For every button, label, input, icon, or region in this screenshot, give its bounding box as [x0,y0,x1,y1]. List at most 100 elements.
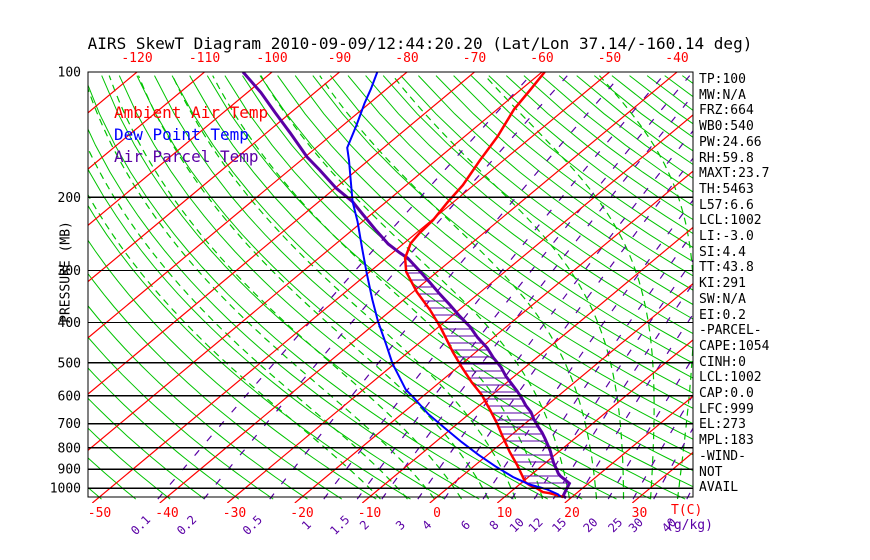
dry-adiabat [312,75,693,379]
stat-line-cap: CAP:0.0 [699,386,754,402]
mixing-ratio-line [269,75,621,500]
dry-adiabat [418,75,693,291]
pressure-tick-label: 300 [58,264,81,279]
mixing-ratio-label: 12 [526,515,546,535]
top-temp-tick-label: -120 [121,51,152,66]
moist-adiabat [319,75,598,500]
pressure-tick-label: 200 [58,191,81,206]
dry-adiabat [277,75,693,409]
mixing-ratio-label: 6 [458,518,473,533]
mixing-ratio-label: 25 [605,515,625,535]
top-temp-tick-label: -50 [598,51,621,66]
pressure-tick-label: 1000 [50,482,81,497]
isotherm [88,72,543,452]
mixing-ratio-label: 1.5 [327,513,352,538]
dewpoint-curve [346,72,562,498]
mixing-ratio-label: 20 [581,515,601,535]
cape-hatching [405,258,569,484]
mixing-ratio-label: 0.1 [128,513,153,538]
plot-frame [87,71,694,498]
dry-adiabat [470,75,693,249]
mixing-ratio-line [417,129,693,500]
pressure-tick-label: 400 [58,316,81,331]
pressure-tick-label: 800 [58,441,81,456]
dry-adiabat [347,75,693,349]
bottom-temp-tick-label: 20 [564,506,580,521]
isotherm [88,72,408,339]
stat-line-ki: KI:291 [699,276,746,292]
isotherm [294,170,693,503]
mixing-ratio-line [381,94,693,500]
stat-line-pw: PW:24.66 [699,134,762,150]
stat-line-th: TH:5463 [699,181,754,197]
isotherm [91,72,610,503]
mixing-ratio-unit-label: (g/kg) [666,518,713,533]
stat-line-l57: L57:6.6 [699,197,754,213]
dry-adiabat [0,76,33,500]
legend-air-parcel-temp: Air Parcel Temp [114,147,259,166]
bottom-temp-tick-label: 10 [497,506,513,521]
bottom-temp-tick-label: -20 [290,506,313,521]
stat-line-li: LI:-3.0 [699,229,754,245]
top-temp-tick-label: -110 [189,51,220,66]
moist-adiabat [212,75,544,500]
top-temp-tick-label: -70 [463,51,486,66]
stat-line-wb0: WB0:540 [699,119,754,135]
dry-adiabat [0,76,67,500]
isotherm [88,72,475,395]
moist-adiabat [171,75,517,500]
isotherm [88,72,205,170]
stat-line-not: NOT [699,464,723,480]
top-temp-tick-label: -60 [530,51,553,66]
mixing-ratio-line [482,199,693,500]
isotherm [226,114,693,503]
pressure-tick-label: 700 [58,417,81,432]
stat-line-mw: MW:N/A [699,87,746,103]
stat-line-avail: AVAIL [699,480,739,496]
stat-line-wind: -WIND- [699,448,746,464]
dry-adiabat [294,75,693,394]
legend-ambient-air-temp: Ambient Air Temp [114,103,269,122]
isotherm [496,339,693,503]
mixing-ratio-line [511,231,693,500]
isotherm [564,395,693,503]
bottom-temp-tick-label: -50 [88,506,111,521]
stat-line-lfc: LFC:999 [699,401,754,417]
stat-line-sw: SW:N/A [699,291,746,307]
isotherm [88,72,273,227]
stat-line-ei: EI:0.2 [699,307,746,323]
top-temp-tick-label: -90 [328,51,351,66]
page-title: AIRS SkewT Diagram 2010-09-09/12:44:20.2… [87,34,753,53]
isotherm [361,226,693,503]
stat-line-rh: RH:59.8 [699,150,754,166]
moist-adiabat [598,75,693,500]
dry-adiabat [330,75,693,364]
stat-line-lcl: LCL:1002 [699,370,762,386]
pressure-tick-label: 900 [58,463,81,478]
mixing-ratio-line [356,75,691,500]
dry-adiabat [88,486,102,500]
stat-line-mpl: MPL:183 [699,433,754,449]
stat-line-lcl: LCL:1002 [699,213,762,229]
pressure-axis-title: PRESSURE (MB) [58,221,74,323]
ambient-temp-curve [403,72,564,499]
dry-adiabat [435,75,693,277]
stat-line-tp: TP:100 [699,72,746,87]
dry-adiabat [453,75,693,263]
stat-line-cape: CAPE:1054 [699,338,770,354]
bottom-temp-tick-label: 0 [433,506,441,521]
stat-line-frz: FRZ:664 [699,103,754,119]
bottom-temp-tick-label: -30 [223,506,246,521]
dry-adiabat [400,75,693,306]
dry-adiabat [259,75,693,425]
stat-line-tt: TT:43.8 [699,260,754,276]
temp-axis-unit-label: T(C) [671,503,703,518]
stat-line-cinh: CINH:0 [699,354,746,370]
stat-line-el: EL:273 [699,417,746,433]
bottom-temp-tick-label: 30 [632,506,648,521]
isotherm [88,72,340,283]
pressure-tick-label: 600 [58,389,81,404]
